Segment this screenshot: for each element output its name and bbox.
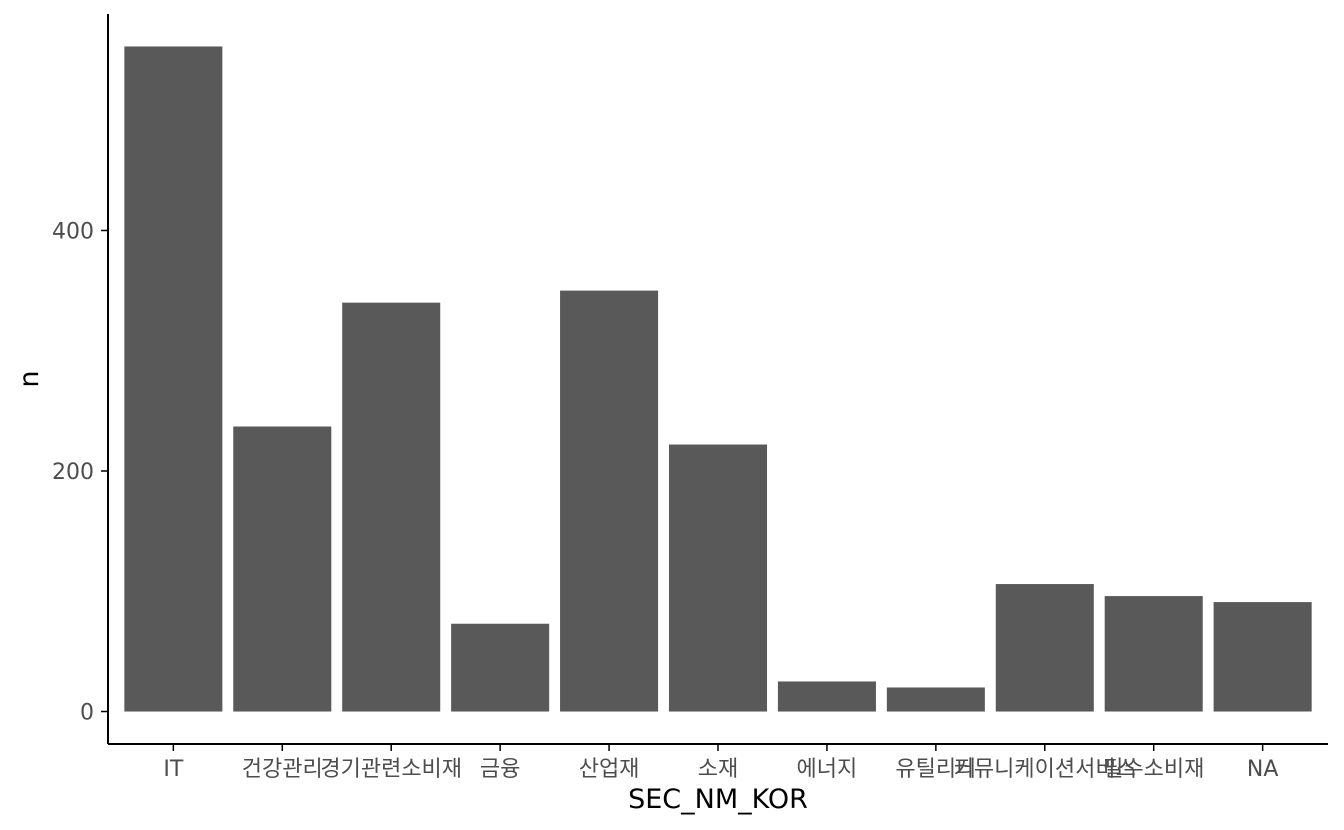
x-axis-title: SEC_NM_KOR: [628, 784, 808, 815]
x-tick-label: 산업재: [579, 757, 640, 782]
x-tick-label: 커뮤니케이션서비스: [954, 757, 1136, 782]
bar: [777, 681, 876, 712]
bars-group: [124, 46, 1312, 712]
y-axis-ticks: 0 200 400: [52, 219, 108, 726]
bar: [342, 302, 441, 712]
bar: [451, 623, 550, 712]
bar: [124, 46, 223, 712]
bar: [233, 426, 332, 712]
bar: [1104, 596, 1203, 712]
bar: [668, 444, 768, 712]
x-tick-label: 유틸리티: [895, 757, 976, 782]
bar: [886, 687, 985, 712]
y-tick-label: 400: [52, 219, 94, 244]
x-tick-label: IT: [163, 757, 183, 782]
x-tick-label: 금융: [480, 757, 520, 782]
y-tick-label: 0: [80, 701, 94, 726]
y-axis-title: n: [14, 370, 45, 387]
x-tick-label: 필수소비재: [1103, 757, 1204, 782]
bar: [560, 290, 659, 712]
x-tick-label: 경기관련소비재: [320, 757, 462, 782]
x-tick-label: 소재: [698, 757, 738, 782]
x-tick-label: 에너지: [797, 757, 858, 782]
x-tick-label: 건강관리: [242, 757, 323, 782]
bar: [995, 584, 1094, 712]
bar: [1213, 602, 1312, 712]
y-tick-label: 200: [52, 460, 94, 485]
x-tick-label: NA: [1247, 757, 1279, 782]
